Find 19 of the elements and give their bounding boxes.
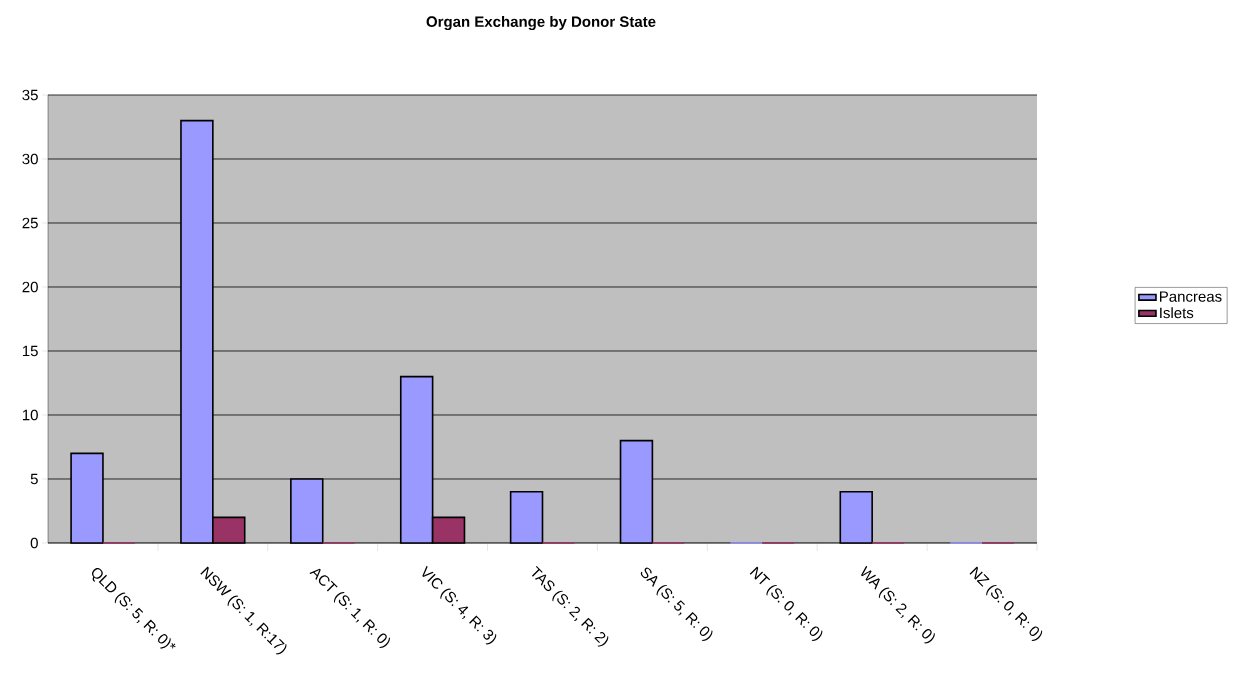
- x-tick-label: WA (S: 2, R: 0): [861, 565, 935, 644]
- y-tick-label: 5: [30, 473, 38, 485]
- y-tick-label: 20: [22, 281, 38, 293]
- x-tick-label: TAS (S: 2, R: 2): [531, 565, 609, 647]
- x-tick-label: NT (S: 0, R: 0): [749, 566, 823, 641]
- x-tick-label: NZ (S: 0, R: 0): [969, 566, 1043, 641]
- y-tick-label: 15: [22, 345, 38, 357]
- legend-label: Islets: [1160, 307, 1194, 319]
- y-tick-label: 30: [22, 153, 38, 165]
- y-tick-label: 10: [22, 409, 38, 421]
- chart-title: Organ Exchange by Donor State: [426, 15, 656, 31]
- x-tick-label: ACT (S: 1, R: 0): [309, 568, 390, 649]
- x-tick-label: QLD (S: 5, R: 0)*: [91, 568, 176, 649]
- y-tick-label: 25: [22, 217, 38, 229]
- y-tick-label: 0: [30, 537, 38, 549]
- x-tick-label: VIC (S: 4, R: 3): [422, 565, 497, 645]
- legend-label: Pancreas: [1160, 291, 1222, 302]
- x-tick-label: SA (S: 5, R: 0): [640, 567, 713, 641]
- y-tick-label: 35: [22, 89, 38, 101]
